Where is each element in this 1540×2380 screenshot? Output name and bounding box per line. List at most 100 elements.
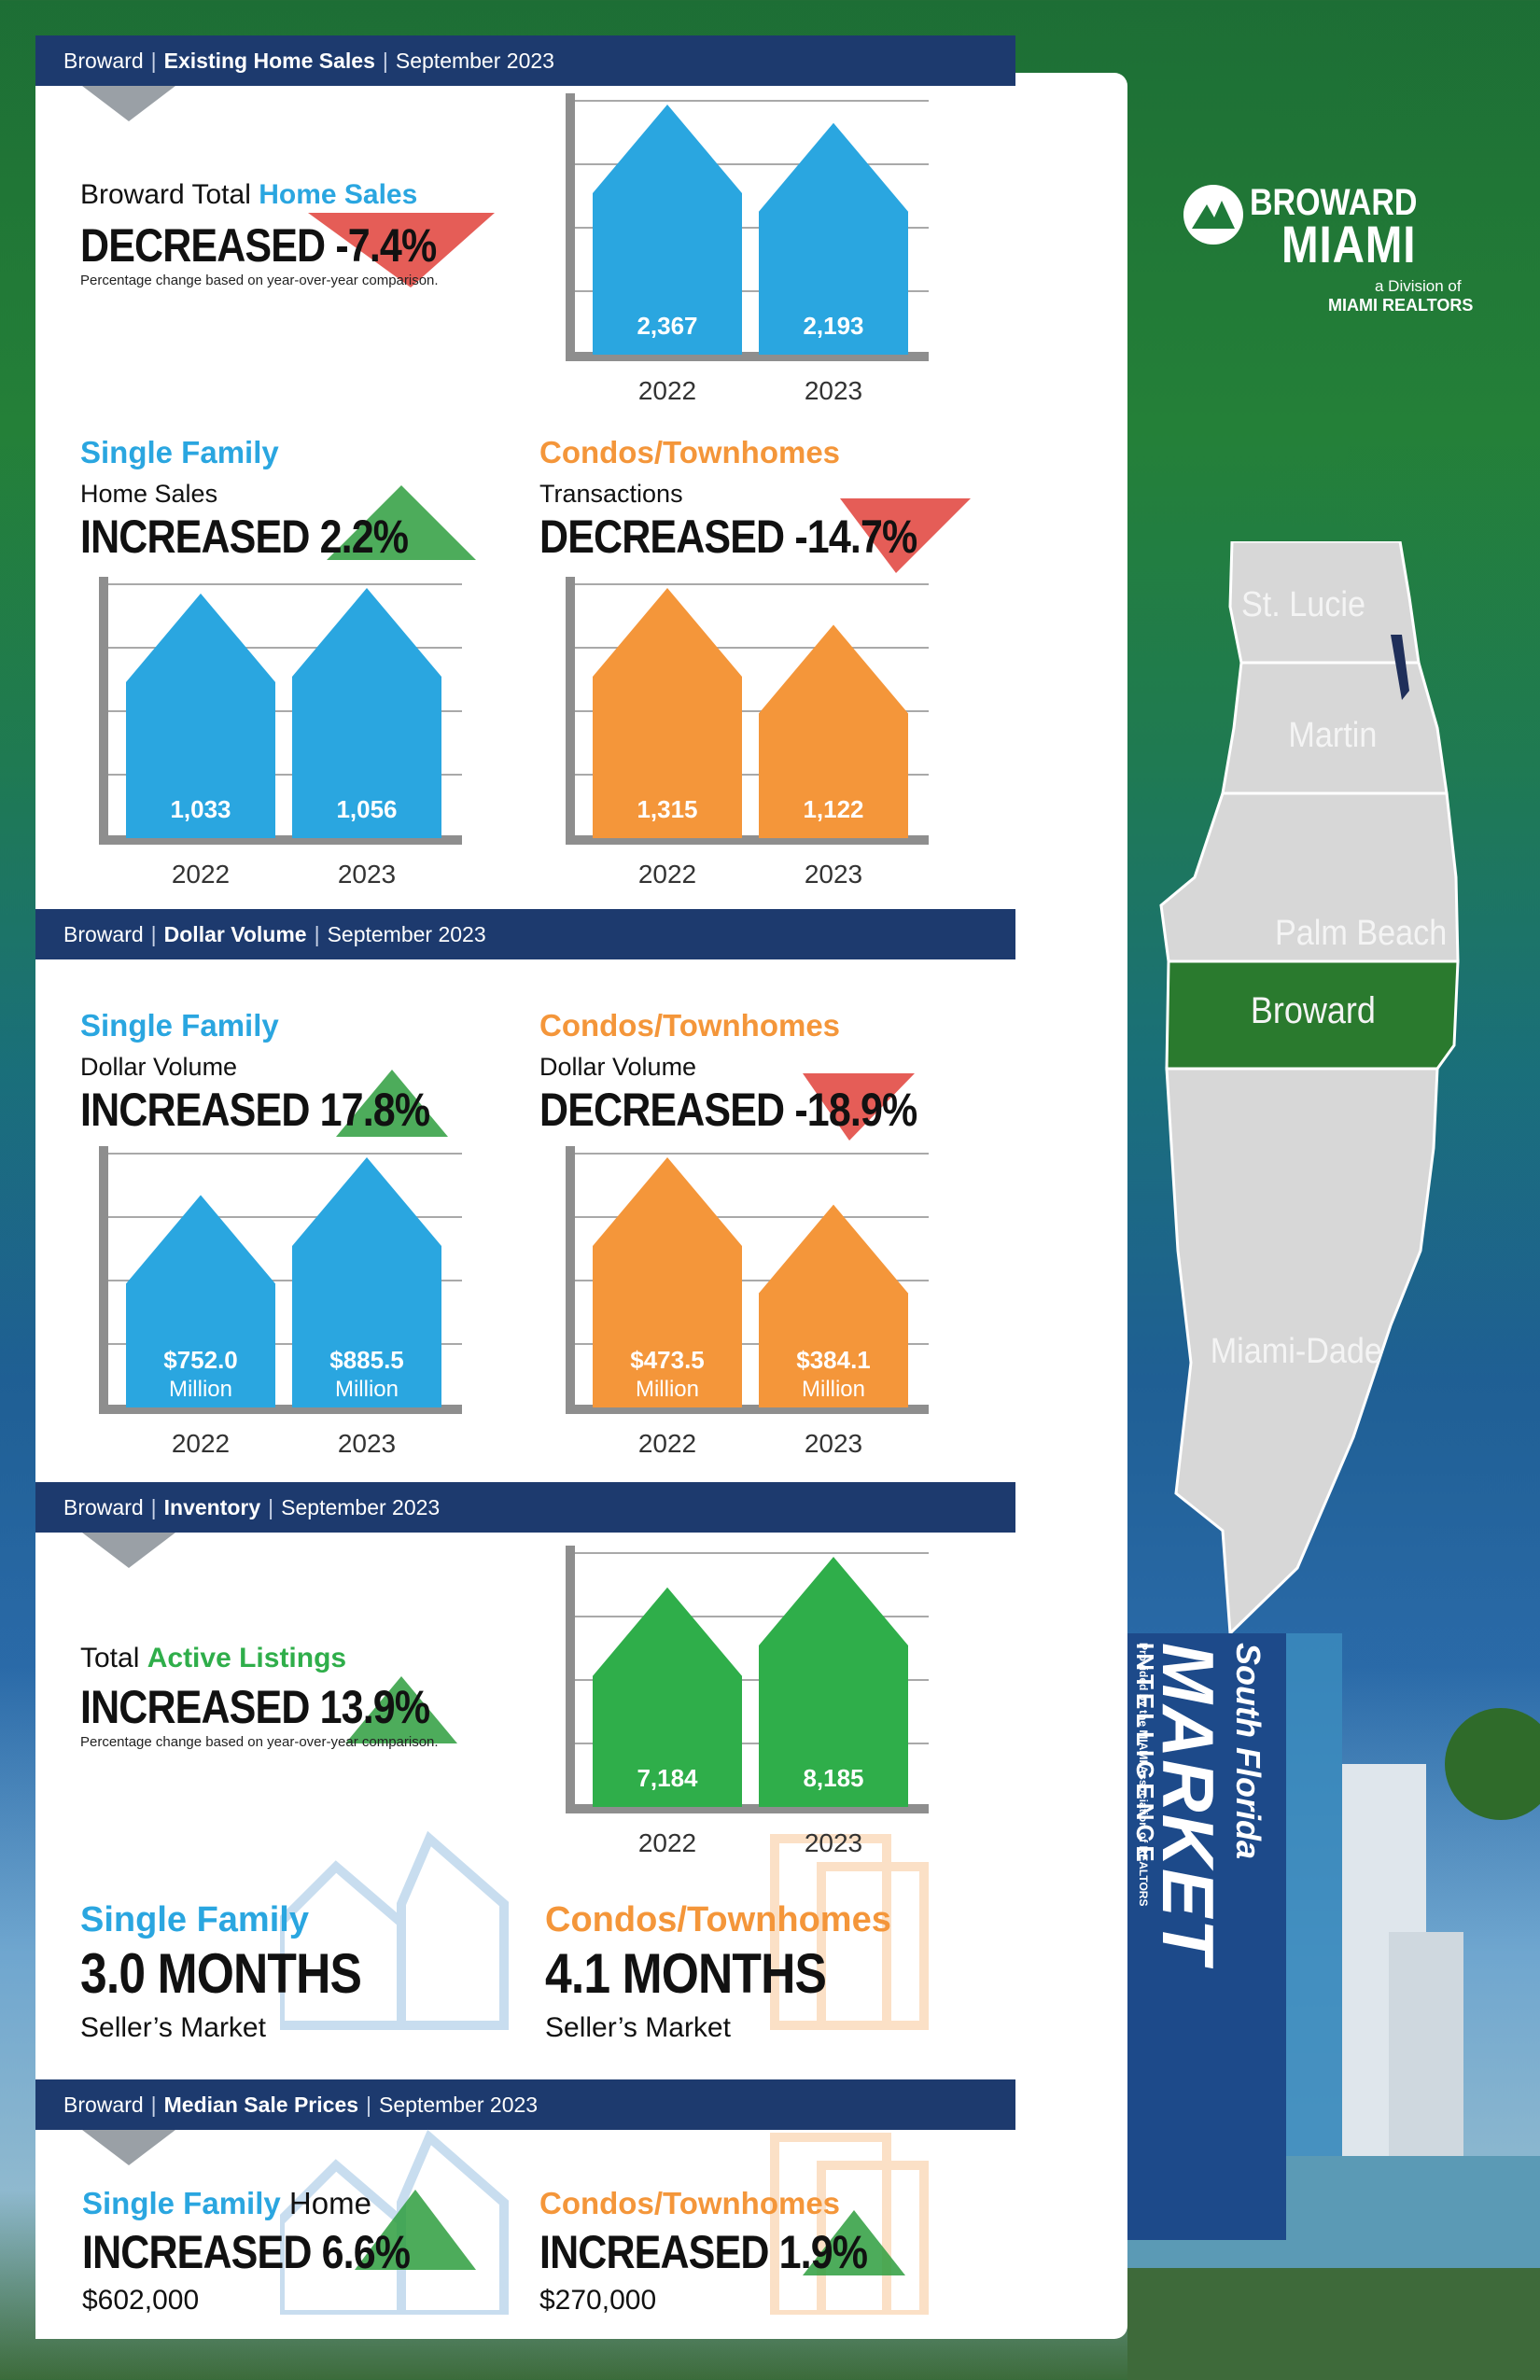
bar-2022 [126, 593, 275, 838]
building-watermark-icon [770, 2133, 929, 2315]
condo-months-value: 4.1 MONTHS [545, 1942, 827, 2005]
logo-line3: a Division of [1375, 277, 1462, 295]
inventory-label: Total Active Listings [80, 1643, 346, 1674]
median-condo-headline: INCREASED 1.9% [539, 2226, 868, 2278]
section-band-median: Broward | Median Sale Prices | September 202… [35, 2079, 1015, 2130]
band-notch [82, 2130, 175, 2165]
map-label-broward: Broward [1251, 990, 1376, 1031]
median-sf-headline: INCREASED 6.6% [82, 2226, 411, 2278]
label-highlight: Active Listings [147, 1643, 347, 1673]
unit-label: Million [169, 1377, 232, 1402]
down-arrow-icon [840, 498, 971, 573]
data-label: $752.0 [163, 1346, 238, 1374]
band-notch [82, 1533, 175, 1568]
down-arrow-icon [308, 213, 495, 287]
data-label: 1,033 [170, 795, 231, 823]
chart-condo-transactions: 1,315 2022 1,122 2023 [566, 577, 929, 889]
south-florida-map: St. Lucie Martin Palm Beach Broward Miam… [1159, 541, 1460, 1633]
building-watermark-icon [770, 1834, 929, 2030]
chart-sf-home-sales: 1,033 2022 1,056 2023 [99, 577, 462, 889]
band-topic: Dollar Volume [163, 922, 307, 946]
band-region: Broward [63, 922, 144, 946]
median-sf-title: Single Family Home [82, 2186, 371, 2221]
tick-label: 2023 [338, 860, 396, 889]
side-title: South Florida MARKET INTELLIGENCE Provid… [1127, 1633, 1286, 2240]
up-arrow-icon [803, 2210, 905, 2275]
logo-mark-icon [1183, 185, 1243, 245]
logo-line1: BROWARD [1250, 182, 1418, 223]
tick-label: 2022 [638, 1429, 696, 1458]
band-period: September 2023 [281, 1495, 441, 1519]
map-county-miamidade [1165, 1067, 1439, 1633]
chart-condo-dollar-volume: $473.5 Million 2022 $384.1 Million 2023 [566, 1146, 929, 1458]
inventory-headline: INCREASED 13.9% [80, 1681, 430, 1733]
tick-label: 2022 [172, 860, 230, 889]
unit-label: Million [802, 1377, 865, 1402]
section-band-volume: Broward | Dollar Volume | September 2023 [35, 909, 1015, 959]
label-prefix: Broward Total [80, 179, 259, 210]
data-label: 8,185 [803, 1764, 863, 1792]
band-period: September 2023 [395, 49, 554, 73]
tick-label: 2022 [172, 1429, 230, 1458]
title-highlight: Single Family [82, 2186, 281, 2220]
data-label: 2,367 [637, 312, 697, 340]
condo-volume-headline: DECREASED -18.9% [539, 1084, 917, 1136]
map-water-lake [1391, 635, 1409, 700]
condo-months-title: Condos/Townhomes [545, 1900, 891, 1939]
band-topic: Existing Home Sales [163, 49, 375, 73]
bar-2023 [292, 588, 441, 838]
bar-2022 [593, 588, 742, 838]
data-label: $384.1 [796, 1346, 871, 1374]
down-arrow-icon [803, 1073, 915, 1141]
house-watermark-icon [280, 2129, 509, 2315]
bar-2022 [593, 105, 742, 355]
chart-sf-dollar-volume: $752.0 Million 2022 $885.5 Million 2023 [99, 1146, 462, 1458]
condo-market-label: Seller’s Market [545, 2012, 731, 2043]
title-suffix: Home [280, 2186, 371, 2220]
broward-miami-logo: BROWARD MIAMI a Division of MIAMI REALTO… [1181, 182, 1479, 331]
side-title-line4: Provided by the MIAMI Association of REA… [1137, 1643, 1150, 1907]
data-label: 1,056 [336, 795, 397, 823]
tick-label: 2023 [805, 1429, 862, 1458]
map-label-miamidade: Miami-Dade [1211, 1330, 1382, 1370]
condo-sales-headline: DECREASED -14.7% [539, 511, 917, 563]
tick-label: 2022 [638, 376, 696, 405]
unit-label: Million [636, 1377, 699, 1402]
sf-volume-title: Single Family [80, 1008, 279, 1043]
chart-total-home-sales: 2,367 2022 2,193 2023 [566, 93, 929, 405]
band-notch [82, 86, 175, 121]
band-region: Broward [63, 49, 144, 73]
condo-sales-title: Condos/Townhomes [539, 435, 841, 469]
section-band-sales: Broward | Existing Home Sales | September 20… [35, 35, 1015, 86]
tick-label: 2023 [805, 1828, 862, 1857]
logo-line4: MIAMI REALTORS [1328, 296, 1474, 315]
tick-label: 2022 [638, 860, 696, 889]
up-arrow-icon [355, 2190, 476, 2270]
band-topic: Inventory [163, 1495, 261, 1519]
band-period: September 2023 [327, 922, 486, 946]
unit-label: Million [335, 1377, 399, 1402]
band-topic: Median Sale Prices [163, 2093, 359, 2117]
data-label: 7,184 [637, 1764, 698, 1792]
house-watermark-icon [280, 1830, 509, 2030]
sf-months-title: Single Family [80, 1900, 309, 1939]
data-label: 1,122 [803, 795, 863, 823]
bar-2023 [292, 1157, 441, 1407]
bar-2023 [759, 624, 908, 838]
side-title-line1: South Florida [1229, 1643, 1267, 1859]
data-label: 2,193 [803, 312, 863, 340]
bar-2023 [759, 1204, 908, 1407]
band-period: September 2023 [379, 2093, 539, 2117]
total-sales-headline: DECREASED -7.4% [80, 219, 437, 272]
inventory-note: Percentage change based on year-over-yea… [80, 1734, 439, 1750]
map-label-stlucie: St. Lucie [1241, 583, 1365, 623]
label-highlight: Home Sales [259, 179, 418, 210]
total-sales-label: Broward Total Home Sales [80, 179, 417, 211]
data-label: $885.5 [329, 1346, 404, 1374]
up-arrow-icon [345, 1676, 457, 1743]
sf-sales-subtitle: Home Sales [80, 480, 218, 508]
map-label-palmbeach: Palm Beach [1275, 912, 1447, 952]
data-label: 1,315 [637, 795, 697, 823]
map-county-broward [1165, 959, 1460, 1071]
tick-label: 2023 [805, 376, 862, 405]
